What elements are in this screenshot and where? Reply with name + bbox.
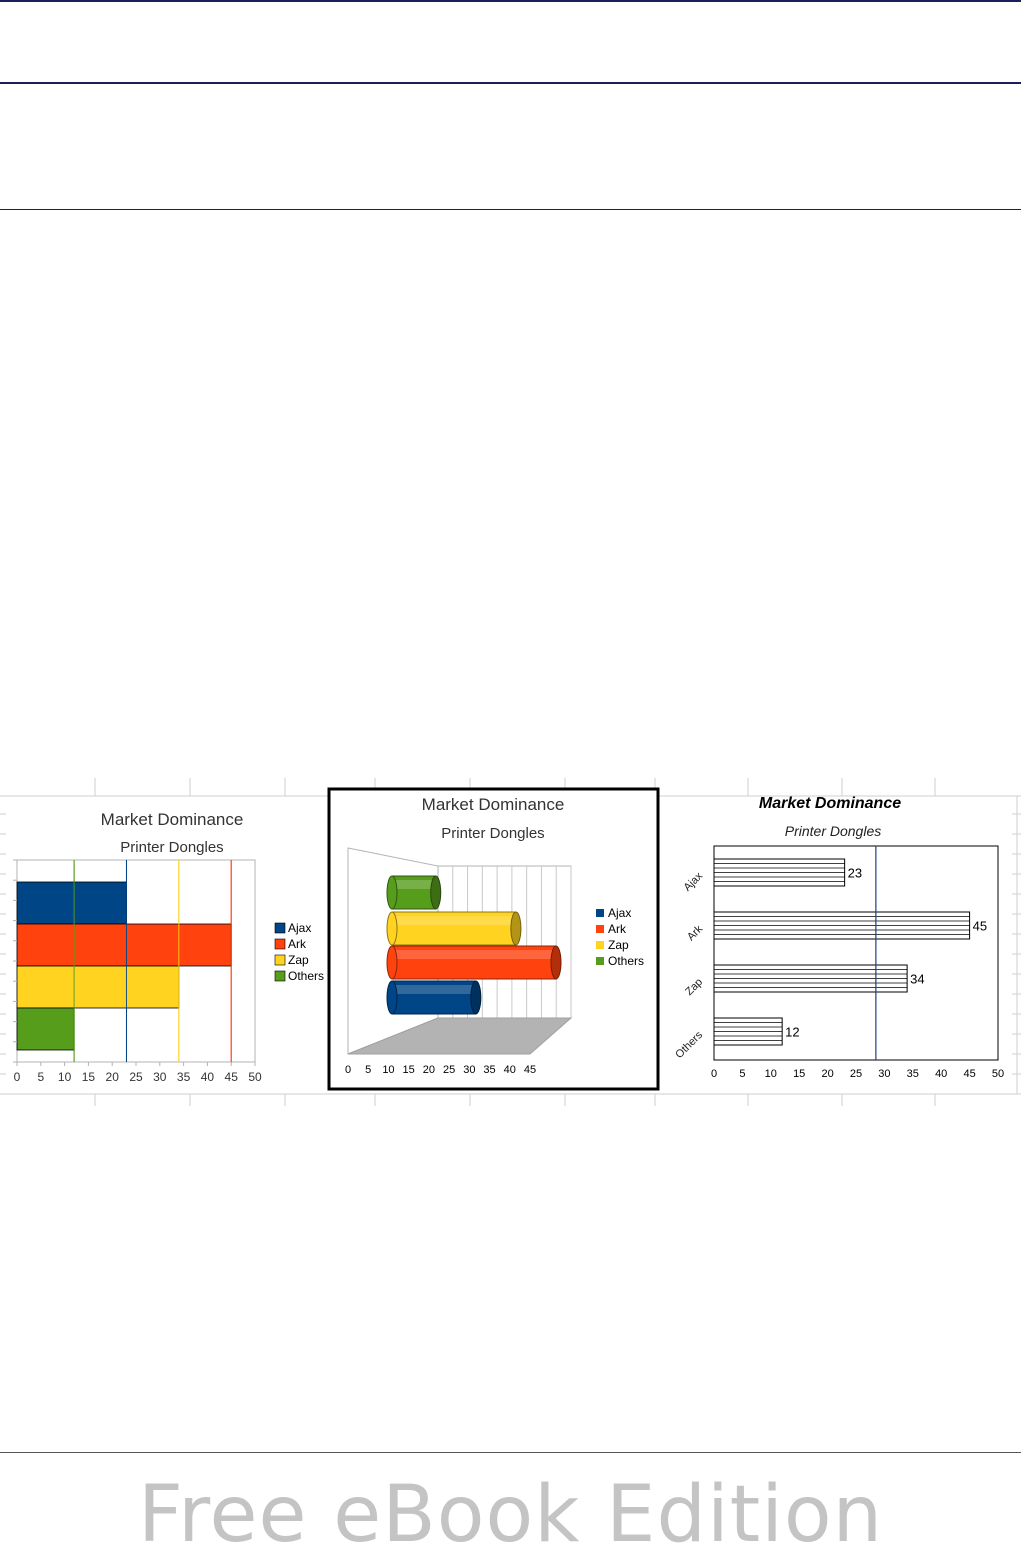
chart-3-tick-label: 15	[793, 1068, 805, 1080]
chart-2-tick-label: 25	[443, 1064, 455, 1076]
chart-1-tick-label: 40	[201, 1070, 215, 1084]
chart-3-tick-label: 0	[711, 1068, 717, 1080]
chart-3-data-label: 34	[910, 972, 924, 987]
chart-3-tick-label: 35	[907, 1068, 919, 1080]
chart-figure-svg: Market Dominance Printer Dongles 0 5 10 15 2…	[0, 778, 1021, 1106]
chart-2-legend-swatch-others	[596, 957, 604, 965]
chart-2-legend-swatch-ajax	[596, 909, 604, 917]
chart-1-legend-swatch-ajax	[274, 922, 286, 934]
chart-1-tick-label: 50	[248, 1070, 262, 1084]
chart-2-legend-label: Others	[608, 954, 644, 968]
chart-1-tick-label: 35	[177, 1070, 191, 1084]
chart-2-bar-base-ajax	[386, 980, 398, 1015]
chart-1-tick-label: 25	[129, 1070, 143, 1084]
chart-2-tick-label: 35	[483, 1064, 495, 1076]
chart-3-data-label: 45	[973, 919, 987, 934]
chart-3-category-label: Others	[673, 1029, 705, 1061]
chart-2-bar-base-others	[386, 875, 398, 910]
chart-3-tick-label: 40	[935, 1068, 947, 1080]
chart-1-legend-label: Ark	[288, 937, 307, 951]
chart-2-tick-label: 0	[345, 1064, 351, 1076]
chart-3-data-label: 23	[848, 866, 862, 881]
chart-1-bar-zap	[16, 965, 180, 1009]
chart-1-subtitle: Printer Dongles	[120, 839, 223, 856]
chart-3-tick-label: 45	[963, 1068, 975, 1080]
chart-1-tick-label: 10	[58, 1070, 72, 1084]
chart-1-legend-swatch-others	[274, 970, 286, 982]
chart-2-tick-label: 5	[365, 1064, 371, 1076]
footer-watermark: Free eBook Edition	[137, 1470, 884, 1560]
chart-2-legend-label: Ajax	[608, 906, 631, 920]
chart-1-bar-ajax	[16, 881, 127, 925]
chart-3-tick-label: 30	[878, 1068, 890, 1080]
chart-1-title: Market Dominance	[101, 810, 244, 829]
chart-3: Market Dominance Printer Dongles 23 Ajax 4…	[673, 795, 1004, 1080]
chart-1-legend-label: Zap	[288, 953, 309, 967]
chart-3-data-label: 12	[785, 1025, 799, 1040]
chart-2-bar-highlight-zap	[392, 916, 516, 925]
footer-rule	[0, 1452, 1021, 1453]
chart-2-tick-label: 30	[463, 1064, 475, 1076]
chart-2-bar-highlight-others	[392, 880, 436, 889]
chart-3-tick-label: 5	[739, 1068, 745, 1080]
chart-3-tick-label: 20	[821, 1068, 833, 1080]
chart-1-legend-swatch-zap	[274, 954, 286, 966]
chart-2-tick-label: 40	[504, 1064, 516, 1076]
chart-figure: Market Dominance Printer Dongles 0 5 10 15 2…	[0, 778, 1021, 1106]
chart-2-bar-base-zap	[386, 911, 398, 946]
chart-2-bar-cap-ark	[550, 945, 562, 980]
chart-3-title: Market Dominance	[759, 795, 901, 812]
chart-3-category-label: Zap	[683, 976, 705, 998]
chart-3-tick-label: 50	[992, 1068, 1004, 1080]
chart-1-tick-label: 30	[153, 1070, 167, 1084]
chart-2-bar-highlight-ajax	[392, 985, 476, 994]
chart-2: Market Dominance Printer Dongles 0 5 10 15 2…	[327, 787, 660, 1091]
chart-3-tick-label: 25	[850, 1068, 862, 1080]
chart-2-legend-swatch-zap	[596, 941, 604, 949]
chart-2-legend-label: Ark	[608, 922, 627, 936]
chart-1-tick-label: 45	[225, 1070, 239, 1084]
chart-2-title: Market Dominance	[422, 795, 565, 814]
chart-2-floor	[347, 1017, 573, 1055]
chart-1-tick-label: 5	[37, 1070, 44, 1084]
chart-2-bar-cap-zap	[510, 911, 522, 946]
chart-2-tick-label: 45	[524, 1064, 536, 1076]
chart-3-tick-label: 10	[765, 1068, 777, 1080]
chart-1-tick-label: 15	[82, 1070, 96, 1084]
chart-2-bar-cap-ajax	[470, 980, 482, 1015]
chart-2-bar-highlight-ark	[392, 950, 556, 959]
chart-1-legend-label: Others	[288, 969, 324, 983]
chart-1-bar-ark	[16, 923, 232, 967]
chart-3-category-label: Ajax	[681, 870, 705, 894]
chart-2-legend-swatch-ark	[596, 925, 604, 933]
chart-2-bar-base-ark	[386, 945, 398, 980]
chart-2-tick-label: 10	[382, 1064, 394, 1076]
chart-3-subtitle: Printer Dongles	[785, 823, 882, 839]
chart-1-bar-others	[16, 1007, 75, 1051]
chart-1-legend: Ajax Ark Zap Others	[274, 921, 324, 983]
header-rule-top	[0, 0, 1021, 2]
chart-1-legend-label: Ajax	[288, 921, 311, 935]
header-rule-bottom	[0, 209, 1021, 210]
chart-2-legend: Ajax Ark Zap Others	[596, 906, 644, 968]
chart-1-legend-swatch-ark	[274, 938, 286, 950]
chart-3-category-label: Ark	[685, 923, 706, 944]
chart-2-legend-label: Zap	[608, 938, 629, 952]
chart-1: Market Dominance Printer Dongles 0 5 10 15 2…	[13, 810, 324, 1084]
chart-2-bar-cap-others	[430, 875, 442, 910]
chart-2-tick-label: 15	[403, 1064, 415, 1076]
chart-2-tick-label: 20	[423, 1064, 435, 1076]
header-rule-middle	[0, 82, 1021, 84]
chart-1-tick-label: 20	[106, 1070, 120, 1084]
chart-1-tick-label: 0	[14, 1070, 21, 1084]
chart-2-subtitle: Printer Dongles	[441, 825, 544, 842]
